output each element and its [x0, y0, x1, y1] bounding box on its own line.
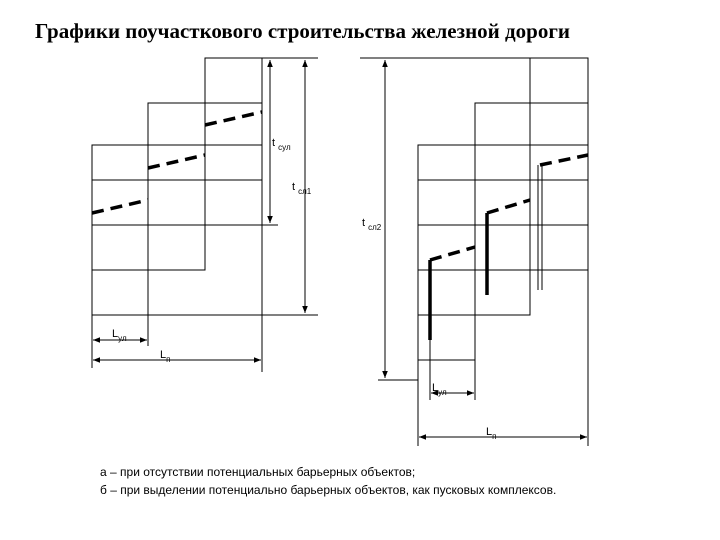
label: Lп [160, 349, 170, 364]
label: Lп [486, 426, 496, 441]
label: Lул [432, 382, 447, 397]
caption: б – при выделении потенциально барьерных… [100, 483, 556, 497]
label: t сл1 [292, 181, 312, 196]
label: t сул [272, 137, 291, 152]
diagram-b [360, 57, 589, 446]
dashed-line [91, 110, 263, 215]
title: Графики поучасткового строительства желе… [35, 19, 570, 43]
label: Lул [112, 328, 127, 343]
label: t сл2 [362, 217, 382, 232]
caption: а – при отсутствии потенциальных барьерн… [100, 465, 415, 479]
thick-line [428, 213, 489, 340]
diagram-a [91, 57, 318, 372]
dashed-line [429, 153, 589, 262]
